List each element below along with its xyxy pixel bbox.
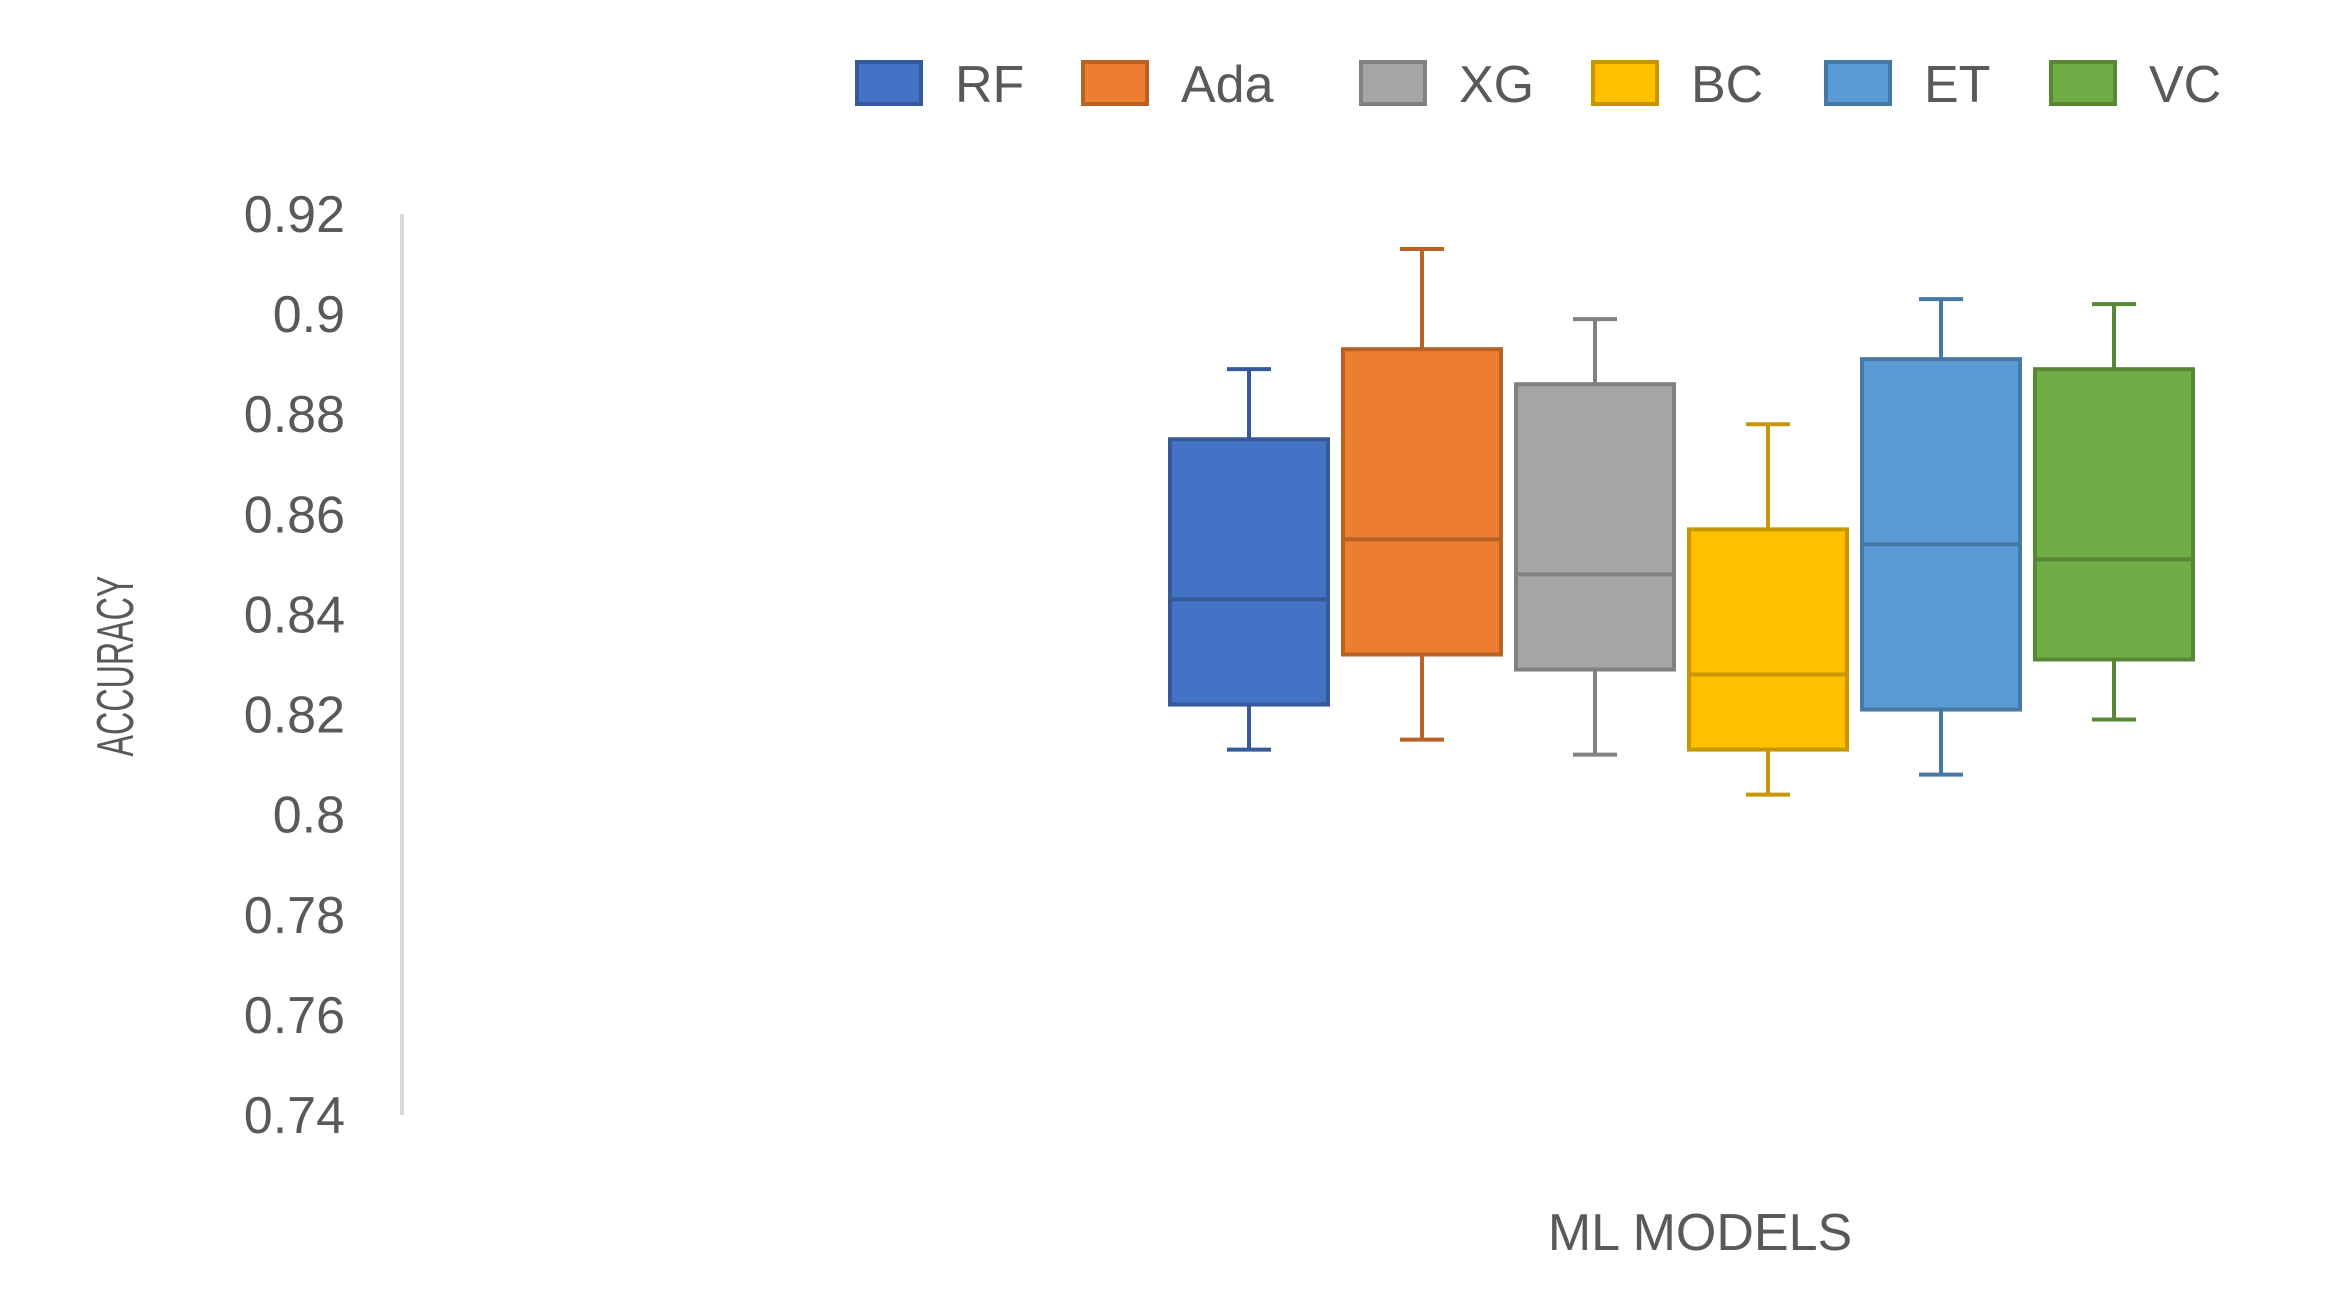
box-series [1168, 247, 2195, 797]
legend-swatch [1359, 60, 1427, 106]
legend-item-vc: VC [2049, 56, 2221, 114]
box-body [1341, 347, 1503, 657]
box-body [1514, 382, 1676, 672]
y-tick-label: 0.86 [244, 486, 345, 544]
legend-item-et: ET [1824, 56, 1990, 114]
box-ada [1341, 247, 1503, 742]
legend-item-ada: Ada [1081, 56, 1274, 114]
legend-label: XG [1459, 56, 1534, 114]
x-axis-title: ML MODELS [1548, 1204, 1852, 1262]
legend-label: Ada [1181, 56, 1274, 114]
legend-label: RF [955, 56, 1024, 114]
box-body [1860, 357, 2022, 712]
legend-swatch [1591, 60, 1659, 106]
box-xg [1514, 317, 1676, 757]
y-axis-title: ACCURACY [87, 576, 145, 757]
box-body [2033, 367, 2195, 662]
box-et [1860, 297, 2022, 777]
legend: RF Ada XG BC ET VC [855, 56, 2221, 114]
y-tick-label: 0.76 [244, 987, 345, 1045]
legend-swatch [855, 60, 923, 106]
box-body [1687, 527, 1849, 752]
box-bc [1687, 422, 1849, 797]
legend-item-xg: XG [1359, 56, 1534, 114]
legend-swatch [2049, 60, 2117, 106]
legend-label: ET [1924, 56, 1990, 114]
y-tick-label: 0.88 [244, 386, 345, 444]
legend-swatch [1824, 60, 1892, 106]
box-body [1168, 437, 1330, 707]
y-tick-label: 0.74 [244, 1087, 345, 1145]
y-tick-label: 0.84 [244, 586, 345, 644]
y-tick-label: 0.8 [273, 787, 345, 845]
y-tick-label: 0.82 [244, 687, 345, 745]
legend-swatch [1081, 60, 1149, 106]
y-tick-label: 0.9 [273, 286, 345, 344]
box-rf [1168, 367, 1330, 752]
legend-label: VC [2149, 56, 2221, 114]
legend-item-bc: BC [1591, 56, 1763, 114]
y-tick-label: 0.78 [244, 887, 345, 945]
y-tick-labels: 0.92 0.9 0.88 0.86 0.84 0.82 0.8 0.78 0.76 0.74 [244, 186, 345, 1145]
y-tick-label: 0.92 [244, 186, 345, 244]
legend-label: BC [1691, 56, 1763, 114]
legend-item-rf: RF [855, 56, 1024, 114]
box-vc [2033, 302, 2195, 722]
